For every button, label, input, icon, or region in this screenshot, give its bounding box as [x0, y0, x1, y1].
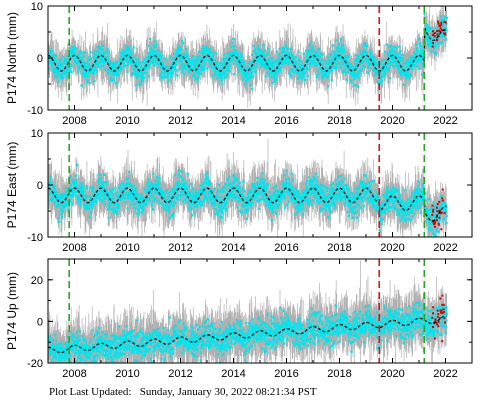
xtick-label-0-0: 2008: [62, 115, 86, 127]
ytick-label-2-1: 0: [37, 316, 43, 328]
panel-2: -20 0 20 2008 2010 2012 2014 2016 2018 2020 2022 P1…: [5, 258, 473, 380]
ytick-label-1-1: 0: [37, 180, 43, 192]
model-line-1: [48, 187, 447, 222]
panel-0: -10 0 10 2008 2010 2012 2014 2016 2018 2020 2022 P1…: [5, 1, 473, 127]
xtick-label-2-1: 2010: [115, 368, 139, 380]
ytick-label-1-0: -10: [27, 232, 43, 244]
xtick-label-0-2: 2012: [168, 115, 192, 127]
footer-date: Sunday, January 30, 2022 08:21:34 PST: [139, 386, 317, 398]
xtick-label-1-3: 2014: [221, 242, 245, 254]
plot-updated-footer: Plot Last Updated: Sunday, January 30, 2…: [49, 386, 317, 398]
xtick-label-2-5: 2018: [327, 368, 351, 380]
ytick-label-2-0: -20: [27, 358, 43, 370]
xtick-label-0-5: 2018: [327, 115, 351, 127]
plot-area-2: [48, 259, 448, 363]
xtick-label-1-7: 2022: [433, 242, 457, 254]
xtick-label-2-3: 2014: [221, 368, 245, 380]
xtick-label-2-4: 2016: [274, 368, 298, 380]
ytick-label-0-0: -10: [27, 105, 43, 117]
xtick-label-0-6: 2020: [380, 115, 404, 127]
xtick-label-1-0: 2008: [62, 242, 86, 254]
xtick-label-0-1: 2010: [115, 115, 139, 127]
panel-1: -10 0 10 2008 2010 2012 2014 2016 2018 2020 2022 P1…: [5, 128, 473, 254]
xtick-label-0-7: 2022: [433, 115, 457, 127]
xtick-label-1-4: 2016: [274, 242, 298, 254]
xtick-label-0-4: 2016: [274, 115, 298, 127]
plot-area-1: [48, 133, 448, 237]
plot-area-0: [48, 6, 448, 110]
ytick-label-1-2: 10: [31, 128, 43, 140]
xtick-label-2-0: 2008: [62, 368, 86, 380]
ytick-label-0-2: 10: [31, 1, 43, 13]
xtick-label-1-6: 2020: [380, 242, 404, 254]
ytick-label-2-2: 20: [31, 275, 43, 287]
xtick-label-1-2: 2012: [168, 242, 192, 254]
footer-label: Plot Last Updated:: [49, 386, 132, 398]
ylabel-1: P174 East (mm): [5, 142, 19, 229]
xtick-label-1-1: 2010: [115, 242, 139, 254]
model-line-0: [48, 27, 447, 72]
xtick-label-0-3: 2014: [221, 115, 245, 127]
ylabel-0: P174 North (mm): [5, 12, 19, 104]
ytick-label-0-1: 0: [37, 53, 43, 65]
xtick-label-2-2: 2012: [168, 368, 192, 380]
xtick-label-1-5: 2018: [327, 242, 351, 254]
xtick-label-2-7: 2022: [433, 368, 457, 380]
xtick-label-2-6: 2020: [380, 368, 404, 380]
ylabel-2: P174 Up (mm): [5, 272, 19, 350]
